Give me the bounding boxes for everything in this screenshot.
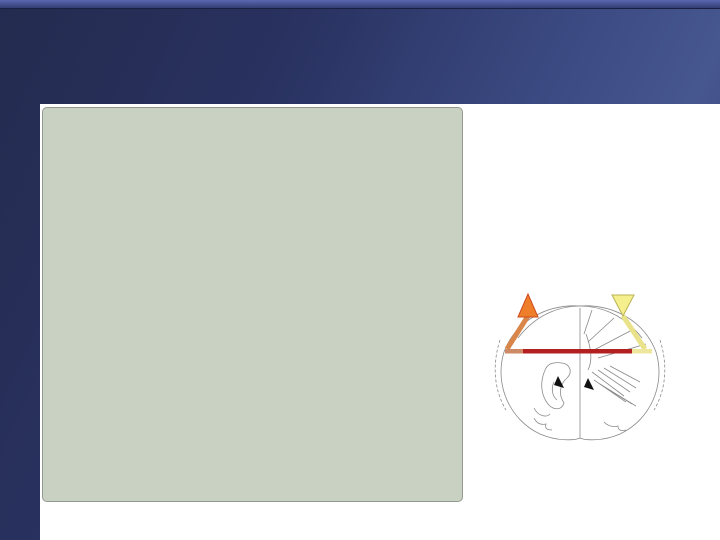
circadian-chart	[43, 108, 462, 501]
dialysis-probe-red-bar	[523, 349, 632, 354]
probe-segment-left	[505, 349, 523, 354]
outflow-tube	[620, 314, 648, 351]
probe-tip-right	[584, 378, 594, 390]
top-accent-band	[0, 0, 720, 9]
inflow-tube	[504, 314, 531, 351]
outflow-funnel-icon	[611, 294, 635, 318]
inflow-arrow-icon	[517, 292, 539, 318]
probe-tip-left	[554, 376, 564, 388]
brain-diagram	[488, 290, 672, 460]
probe-segment-right	[632, 349, 652, 354]
chart-figure-card	[42, 107, 463, 502]
brain-coronal-section	[494, 292, 666, 441]
